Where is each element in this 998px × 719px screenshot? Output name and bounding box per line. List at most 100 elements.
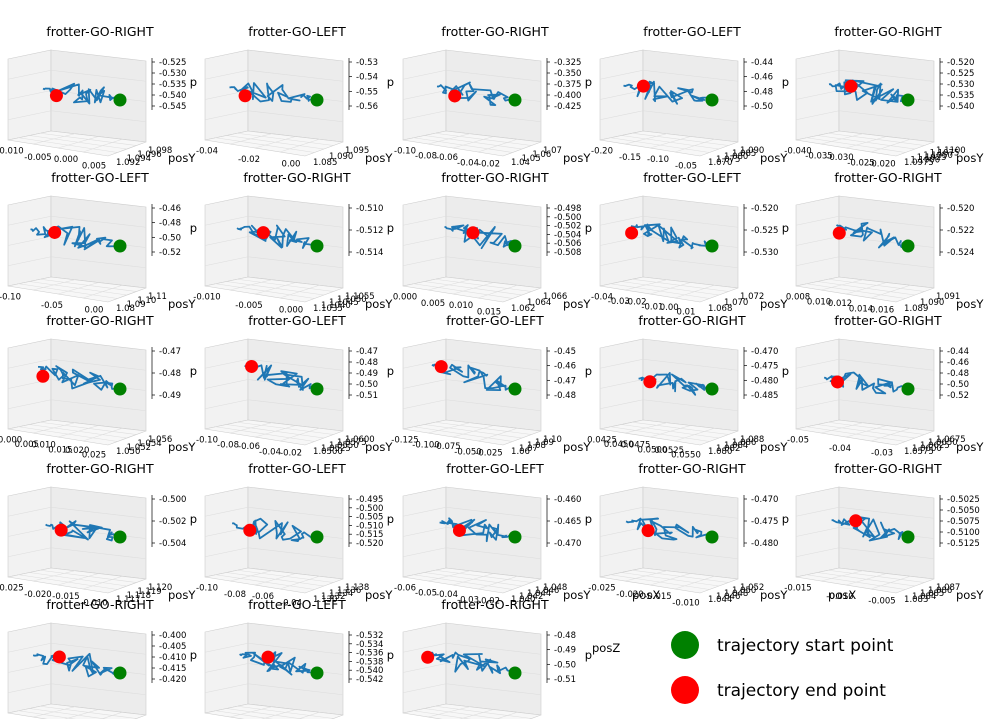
grid-line	[642, 399, 739, 412]
x-tick-label: -0.01	[641, 302, 663, 312]
x-tick-label: -0.05	[675, 162, 697, 172]
grid-line	[817, 424, 916, 439]
z-tick-label: -0.47	[159, 347, 181, 357]
y-tick-label: 1.118	[127, 591, 151, 601]
grid-line	[40, 705, 137, 719]
z-tick-label: -0.498	[554, 204, 581, 214]
z-tick-label: -0.46	[554, 362, 576, 372]
z-tick-label: -0.350	[554, 69, 581, 79]
x-tick-label: -0.005	[868, 597, 895, 607]
x-tick-label: 0.0450	[604, 440, 634, 450]
start-point	[310, 530, 324, 544]
grid-line	[50, 379, 147, 391]
z-tick-label: -0.510	[356, 521, 383, 531]
z-tick-label: -0.480	[751, 539, 778, 549]
grid-line	[435, 421, 532, 435]
grid-line	[237, 569, 334, 583]
y-axis-label: posY	[956, 588, 984, 602]
z-axis-label-truncated: p	[387, 364, 394, 378]
z-axis-label-truncated: p	[782, 364, 789, 378]
z-axis-label-truncated: p	[585, 75, 592, 89]
grid-line	[838, 547, 935, 560]
z-axis-label-truncated: p	[190, 364, 197, 378]
z-tick-label: -0.425	[554, 102, 581, 112]
grid-line	[632, 132, 729, 146]
y-tick-label: 1.10	[137, 296, 156, 306]
y-tick-label: 1.1075	[930, 148, 960, 158]
y-tick-label: 1.130	[313, 595, 337, 605]
panel-11: frotter-GO-RIGHT0.0000.0050.0100.0150.02…	[0, 313, 197, 461]
y-axis-label: posY	[168, 151, 196, 165]
y-tick-label: 1.040	[511, 595, 535, 605]
z-tick-label: -0.48	[554, 391, 576, 401]
z-tick-label: -0.520	[947, 58, 974, 68]
panel-title: frotter-GO-RIGHT	[243, 170, 351, 185]
z-tick-label: -0.44	[751, 58, 773, 68]
y-tick-label: 1.1045	[329, 298, 359, 308]
grid-line	[402, 69, 447, 80]
grid-line	[838, 358, 935, 371]
z-tick-label: -0.405	[159, 642, 186, 652]
grid-line	[621, 281, 720, 296]
y-tick-label: 1.138	[345, 583, 369, 593]
grid-line	[7, 358, 52, 369]
y-axis-label: posY	[365, 297, 393, 311]
grid-line	[204, 379, 249, 389]
panel-13: frotter-GO-LEFT-0.125-0.100-0.075-0.050-…	[391, 313, 592, 459]
y-tick-label: 1.08	[527, 441, 546, 451]
x-tick-label: 0.000	[279, 306, 303, 316]
z-tick-label: -0.520	[356, 539, 383, 549]
x-tick-label: -0.030	[826, 153, 853, 163]
start-point	[901, 382, 915, 396]
y-tick-label: 1.084	[912, 592, 936, 602]
x-tick-label: -0.040	[784, 146, 811, 156]
x-tick-label: -0.04	[457, 158, 479, 168]
z-tick-label: -0.50	[356, 380, 378, 390]
grid-line	[279, 284, 320, 299]
z-tick-label: -0.51	[554, 675, 576, 685]
grid-line	[445, 683, 542, 696]
z-tick-label: -0.55	[356, 87, 378, 97]
x-tick-label: 0.012	[828, 299, 852, 309]
z-axis-label-truncated: p	[190, 648, 197, 662]
grid-line	[7, 547, 52, 558]
panel-title: frotter-GO-LEFT	[248, 597, 346, 612]
y-tick-label: 1.092	[116, 158, 140, 168]
z-tick-label: -0.542	[356, 675, 383, 685]
trajectory-line	[831, 516, 909, 542]
grid-line	[621, 135, 720, 150]
grid-line	[7, 236, 52, 246]
y-tick-label: 1.072	[740, 292, 764, 302]
y-tick-label: 1.08	[116, 304, 135, 314]
start-point	[705, 530, 719, 544]
panel-title: frotter-GO-LEFT	[248, 24, 346, 39]
grid-line	[599, 110, 644, 121]
grid-line	[435, 132, 532, 146]
x-tick-label: -0.010	[0, 146, 24, 156]
x-tick-label: -0.05	[415, 589, 437, 599]
z-tick-label: -0.520	[947, 204, 974, 214]
y-tick-label: 1.046	[716, 592, 740, 602]
grid-line	[226, 135, 325, 150]
z-tick-label: -0.505	[356, 513, 383, 523]
z-tick-label: -0.5050	[947, 506, 980, 516]
grid-line	[82, 575, 123, 590]
panel-14: frotter-GO-RIGHT 0.04250.04500.04750.0500…	[587, 313, 789, 461]
end-point	[448, 89, 462, 103]
panel-7: frotter-GO-RIGHT -0.010 -0.005 0.000 1.10351…	[193, 170, 394, 316]
y-tick-label: 1.080	[708, 447, 732, 457]
grid-line	[424, 424, 523, 439]
grid-line	[642, 236, 739, 248]
grid-line	[29, 135, 128, 150]
end-point	[54, 523, 68, 537]
z-tick-label: -0.48	[554, 631, 576, 641]
trajectory-line	[625, 517, 713, 541]
end-point	[452, 523, 466, 537]
panel-title: frotter-GO-LEFT	[446, 313, 544, 328]
x-tick-label: -0.015	[644, 592, 671, 602]
z-tick-label: -0.532	[356, 631, 383, 641]
x-tick-label: 0.000	[393, 292, 417, 302]
x-tick-label: 0.014	[849, 304, 873, 314]
start-point	[508, 382, 522, 396]
